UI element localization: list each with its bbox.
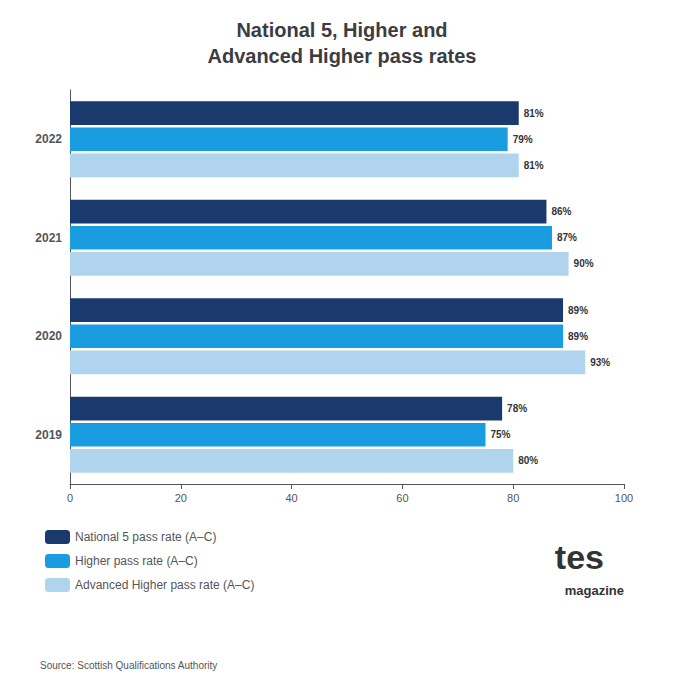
svg-text:National 5 pass rate (A–C): National 5 pass rate (A–C)	[75, 530, 216, 544]
svg-text:magazine: magazine	[565, 583, 624, 598]
svg-text:93%: 93%	[590, 357, 610, 368]
svg-text:80: 80	[507, 492, 519, 504]
svg-text:2021: 2021	[35, 231, 62, 245]
svg-text:100: 100	[615, 492, 633, 504]
svg-text:Higher pass rate (A–C): Higher pass rate (A–C)	[75, 554, 198, 568]
svg-text:89%: 89%	[568, 331, 588, 342]
svg-text:Advanced Higher pass rates: Advanced Higher pass rates	[208, 45, 477, 67]
svg-text:81%: 81%	[524, 108, 544, 119]
svg-text:2020: 2020	[35, 329, 62, 343]
svg-text:40: 40	[285, 492, 297, 504]
svg-text:81%: 81%	[524, 160, 544, 171]
svg-text:78%: 78%	[507, 403, 527, 414]
svg-text:89%: 89%	[568, 305, 588, 316]
svg-text:86%: 86%	[551, 206, 571, 217]
svg-text:60: 60	[396, 492, 408, 504]
svg-text:87%: 87%	[557, 232, 577, 243]
svg-text:Source: Scottish Qualification: Source: Scottish Qualifications Authorit…	[40, 660, 217, 671]
svg-text:80%: 80%	[518, 455, 538, 466]
svg-text:0: 0	[67, 492, 73, 504]
svg-text:75%: 75%	[491, 429, 511, 440]
svg-text:National 5, Higher and: National 5, Higher and	[236, 19, 447, 41]
svg-text:2022: 2022	[35, 132, 62, 146]
svg-text:tes: tes	[555, 538, 604, 576]
svg-text:79%: 79%	[513, 134, 533, 145]
svg-text:20: 20	[175, 492, 187, 504]
svg-text:2019: 2019	[35, 428, 62, 442]
svg-text:Advanced Higher pass rate (A–C: Advanced Higher pass rate (A–C)	[75, 578, 254, 592]
svg-text:90%: 90%	[574, 258, 594, 269]
